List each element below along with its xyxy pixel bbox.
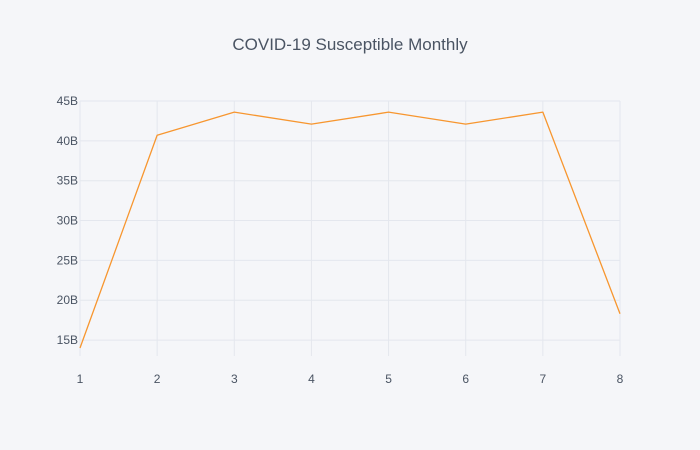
x-tick-label: 1 bbox=[77, 372, 84, 386]
x-tick-label: 7 bbox=[540, 372, 547, 386]
x-tick-label: 5 bbox=[385, 372, 392, 386]
x-tick-label: 4 bbox=[308, 372, 315, 386]
y-tick-label: 35B bbox=[57, 174, 78, 188]
grid-lines bbox=[79, 100, 621, 356]
series-line bbox=[79, 111, 621, 349]
y-tick-label: 40B bbox=[57, 134, 78, 148]
y-tick-label: 30B bbox=[57, 214, 78, 228]
x-tick-label: 3 bbox=[231, 372, 238, 386]
y-tick-label: 25B bbox=[57, 253, 78, 267]
series-lines bbox=[79, 111, 621, 349]
y-tick-label: 15B bbox=[57, 333, 78, 347]
axis-tick-labels: 1 2 3 4 5 6 7 8 15B 20B 25B 30B 35B 40B 45B bbox=[57, 94, 624, 386]
y-tick-label: 45B bbox=[57, 94, 78, 108]
chart-title: COVID-19 Susceptible Monthly bbox=[232, 35, 468, 54]
y-tick-label: 20B bbox=[57, 293, 78, 307]
x-tick-label: 8 bbox=[617, 372, 624, 386]
x-tick-label: 2 bbox=[154, 372, 161, 386]
x-tick-label: 6 bbox=[462, 372, 469, 386]
